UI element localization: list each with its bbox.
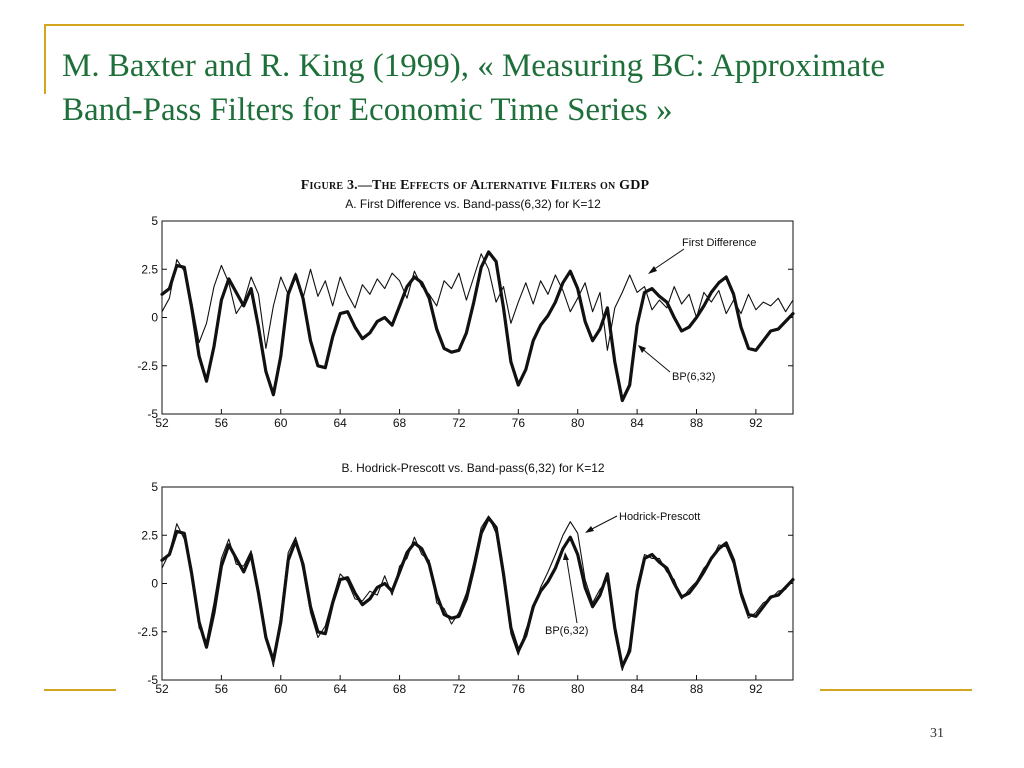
y-tick-label: -2.5	[137, 625, 158, 639]
series-line-hodrick-prescott	[161, 515, 794, 671]
panel-b-x-axis: 52 56 60 64 68 72 76 80 84 88 92	[155, 675, 763, 696]
annotation-first-difference-arrowhead	[648, 266, 657, 274]
slide-title-line-1: M. Baxter and R. King (1999), « Measurin…	[62, 48, 886, 84]
y-tick-label: -5	[147, 407, 158, 421]
x-tick-label: 88	[690, 682, 704, 696]
annotation-bp-a: BP(6,32)	[672, 371, 715, 383]
x-tick-label: 64	[333, 682, 347, 696]
left-rule	[44, 24, 46, 94]
x-tick-label: 88	[690, 416, 704, 430]
x-tick-label: 72	[452, 416, 466, 430]
panel-a-x-axis: 52 56 60 64 68 72 76 80 84 88 92	[155, 409, 763, 430]
slide-title: M. Baxter and R. King (1999), « Measurin…	[62, 44, 1012, 132]
y-tick-label: 2.5	[141, 262, 158, 276]
bottom-rule-right	[820, 689, 972, 691]
bottom-rule-left	[44, 689, 116, 691]
x-tick-label: 92	[749, 416, 763, 430]
x-tick-label: 52	[155, 682, 169, 696]
top-rule	[44, 24, 964, 26]
annotation-first-difference-arrow	[649, 248, 685, 273]
y-tick-label: 2.5	[141, 528, 158, 542]
x-tick-label: 76	[512, 682, 526, 696]
x-tick-label: 52	[155, 416, 169, 430]
annotation-bp-b: BP(6,32)	[545, 625, 588, 637]
y-tick-label: 0	[151, 577, 158, 591]
y-tick-label: 5	[151, 480, 158, 494]
x-tick-label: 72	[452, 682, 466, 696]
x-tick-label: 80	[571, 416, 585, 430]
annotation-bp-a-arrow	[639, 346, 671, 373]
x-tick-label: 76	[512, 416, 526, 430]
slide-title-line-2: Band-Pass Filters for Economic Time Seri…	[62, 92, 673, 128]
panel-b: B. Hodrick-Prescott vs. Band-pass(6,32) …	[137, 461, 795, 696]
series-line-first-difference	[161, 253, 794, 351]
annotation-bp-a-arrowhead	[638, 345, 646, 353]
y-tick-label: 0	[151, 311, 158, 325]
series-line-bp-6-32	[160, 516, 795, 669]
x-tick-label: 84	[630, 416, 644, 430]
x-tick-label: 80	[571, 682, 585, 696]
x-tick-label: 64	[333, 416, 347, 430]
x-tick-label: 84	[630, 682, 644, 696]
x-tick-label: 60	[274, 416, 288, 430]
x-tick-label: 68	[393, 416, 407, 430]
x-tick-label: 60	[274, 682, 288, 696]
annotation-hp-arrowhead	[585, 526, 594, 533]
panel-a-y-axis: 5 2.5 0 -2.5 -5	[137, 214, 793, 421]
series-line-bp-6-32	[160, 250, 795, 403]
x-tick-label: 68	[393, 682, 407, 696]
y-tick-label: -5	[147, 673, 158, 687]
y-tick-label: 5	[151, 214, 158, 228]
panel-a: A. First Difference vs. Band-pass(6,32) …	[137, 197, 795, 430]
panel-b-series	[160, 515, 795, 671]
annotation-bp-b-arrow	[565, 554, 578, 624]
annotation-bp-b-arrowhead	[563, 552, 569, 560]
annotation-hp-arrow	[587, 515, 618, 532]
y-tick-label: -2.5	[137, 359, 158, 373]
x-tick-label: 56	[215, 682, 229, 696]
x-tick-label: 92	[749, 682, 763, 696]
x-tick-label: 56	[215, 416, 229, 430]
figure-caption: Figure 3.—The Effects of Alternative Fil…	[300, 178, 650, 193]
panel-b-title: B. Hodrick-Prescott vs. Band-pass(6,32) …	[341, 461, 604, 475]
annotation-first-difference: First Difference	[682, 237, 756, 249]
annotation-hodrick-prescott: Hodrick-Prescott	[619, 511, 700, 523]
slide-number: 31	[930, 726, 944, 741]
panel-a-series	[160, 250, 795, 403]
panel-a-title: A. First Difference vs. Band-pass(6,32) …	[345, 197, 601, 211]
